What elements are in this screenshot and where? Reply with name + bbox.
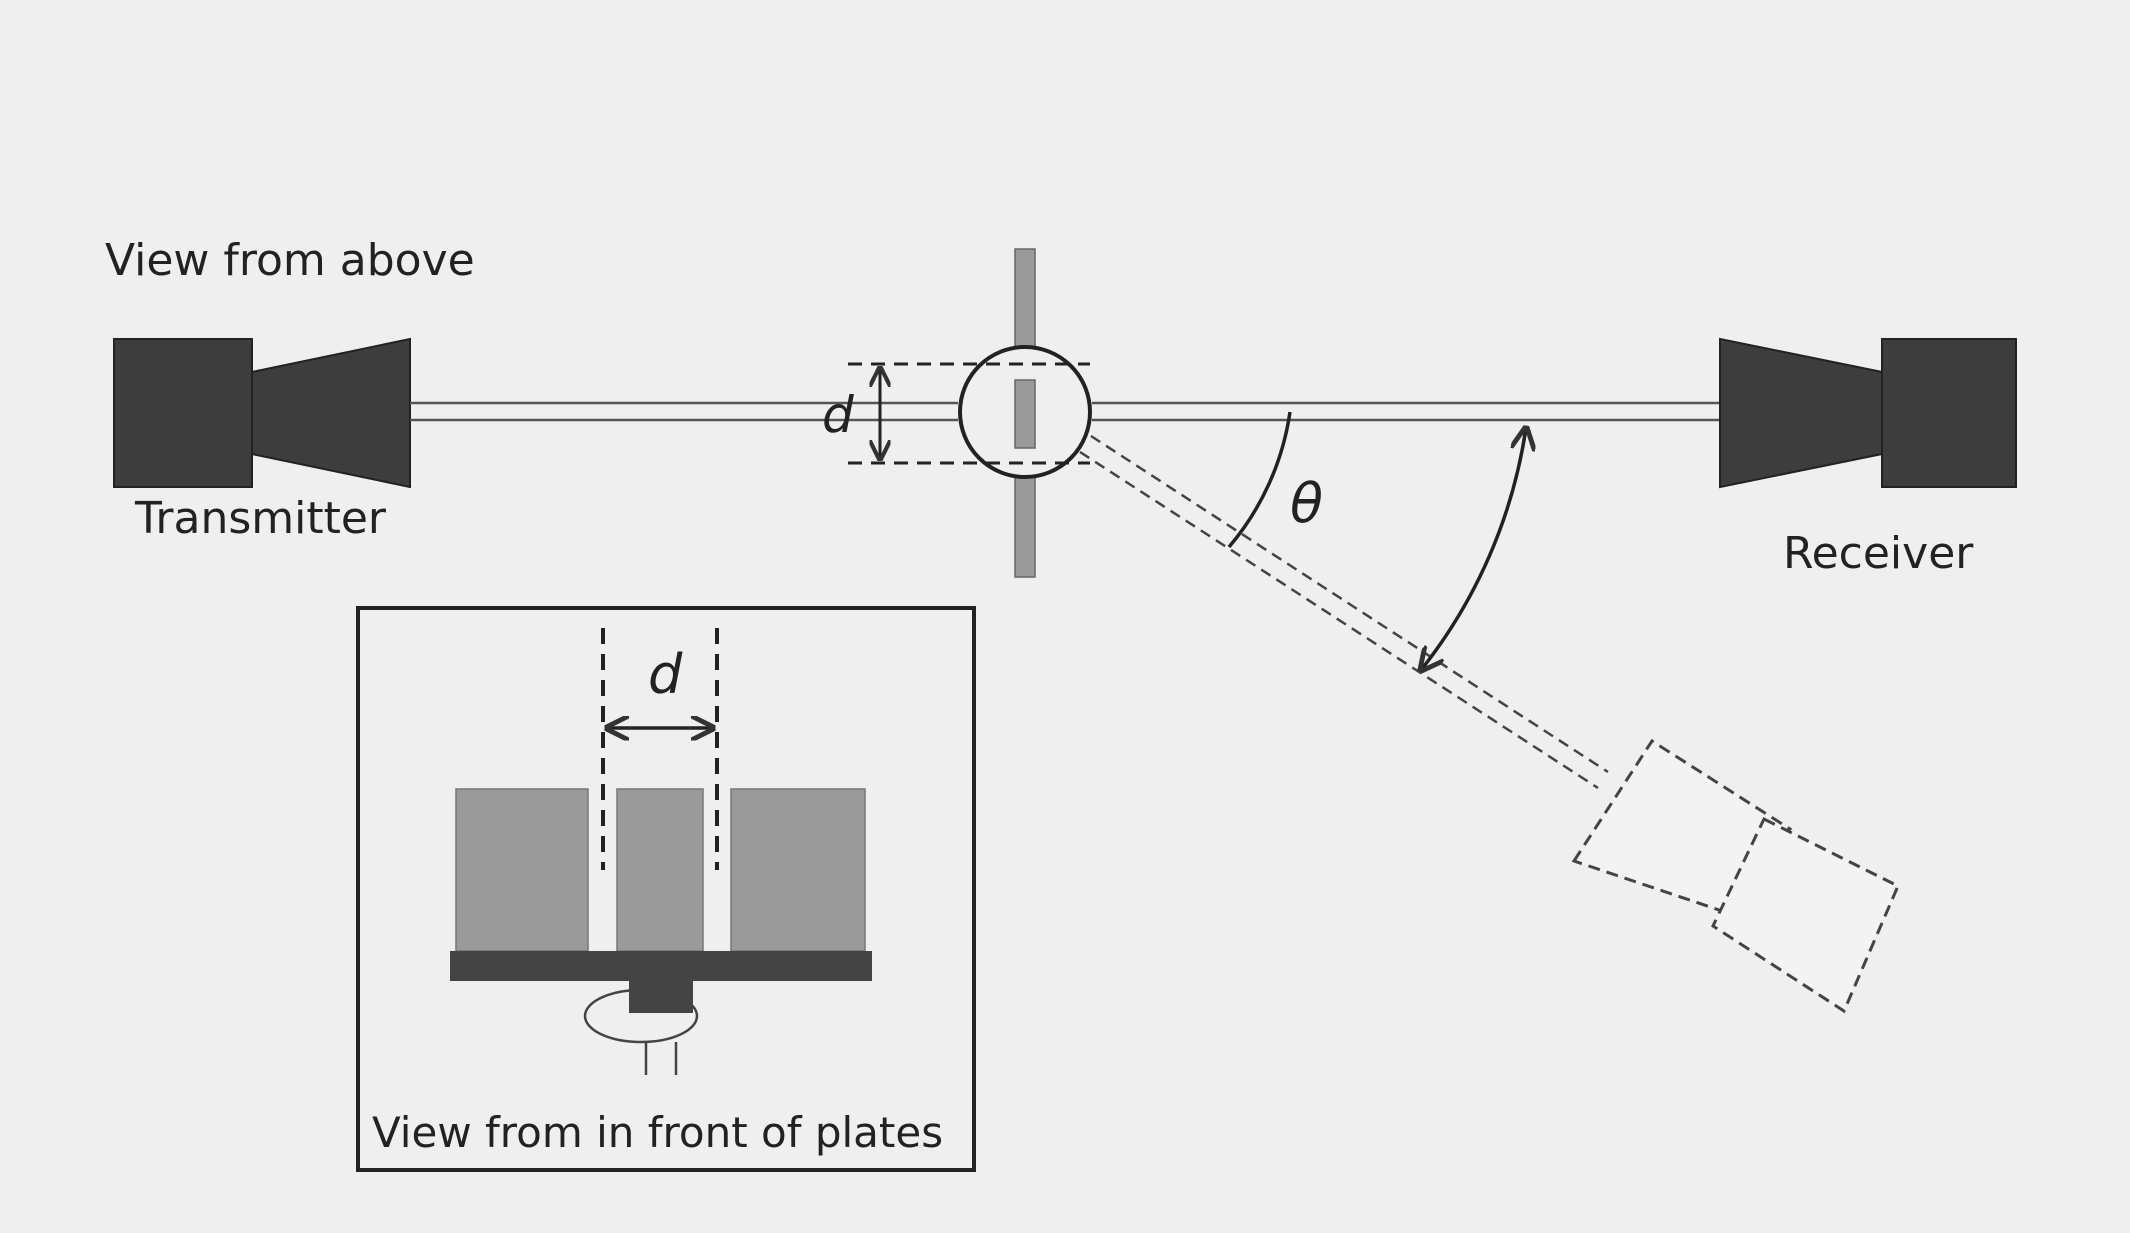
plate-left [455, 788, 589, 952]
angle-label: θ [1290, 472, 1323, 535]
angle-theta-marker [1227, 411, 1526, 670]
plate-right [730, 788, 866, 952]
rotated-receiver-arm [1079, 434, 1609, 790]
mount-ring [583, 988, 699, 1044]
transmitter-label: Transmitter [134, 493, 387, 544]
transmitter-horn [113, 337, 411, 489]
receiver-horn [1719, 337, 2017, 489]
plate-center [616, 788, 704, 952]
plate-base [450, 951, 872, 981]
rotated-receiver-horn [1571, 738, 1900, 1014]
spacing-label: d [822, 386, 854, 444]
top-view-label: View from above [105, 235, 475, 286]
beam-rail [410, 401, 1722, 422]
front-view-label: View from in front of plates [372, 1108, 943, 1157]
plate-mount [958, 248, 1092, 578]
receiver-label: Receiver [1783, 528, 1974, 579]
slit-width-indicator [848, 362, 1090, 465]
front-view-inset [356, 606, 976, 1172]
base-stem [629, 981, 693, 1013]
front-spacing-label: d [648, 643, 683, 706]
